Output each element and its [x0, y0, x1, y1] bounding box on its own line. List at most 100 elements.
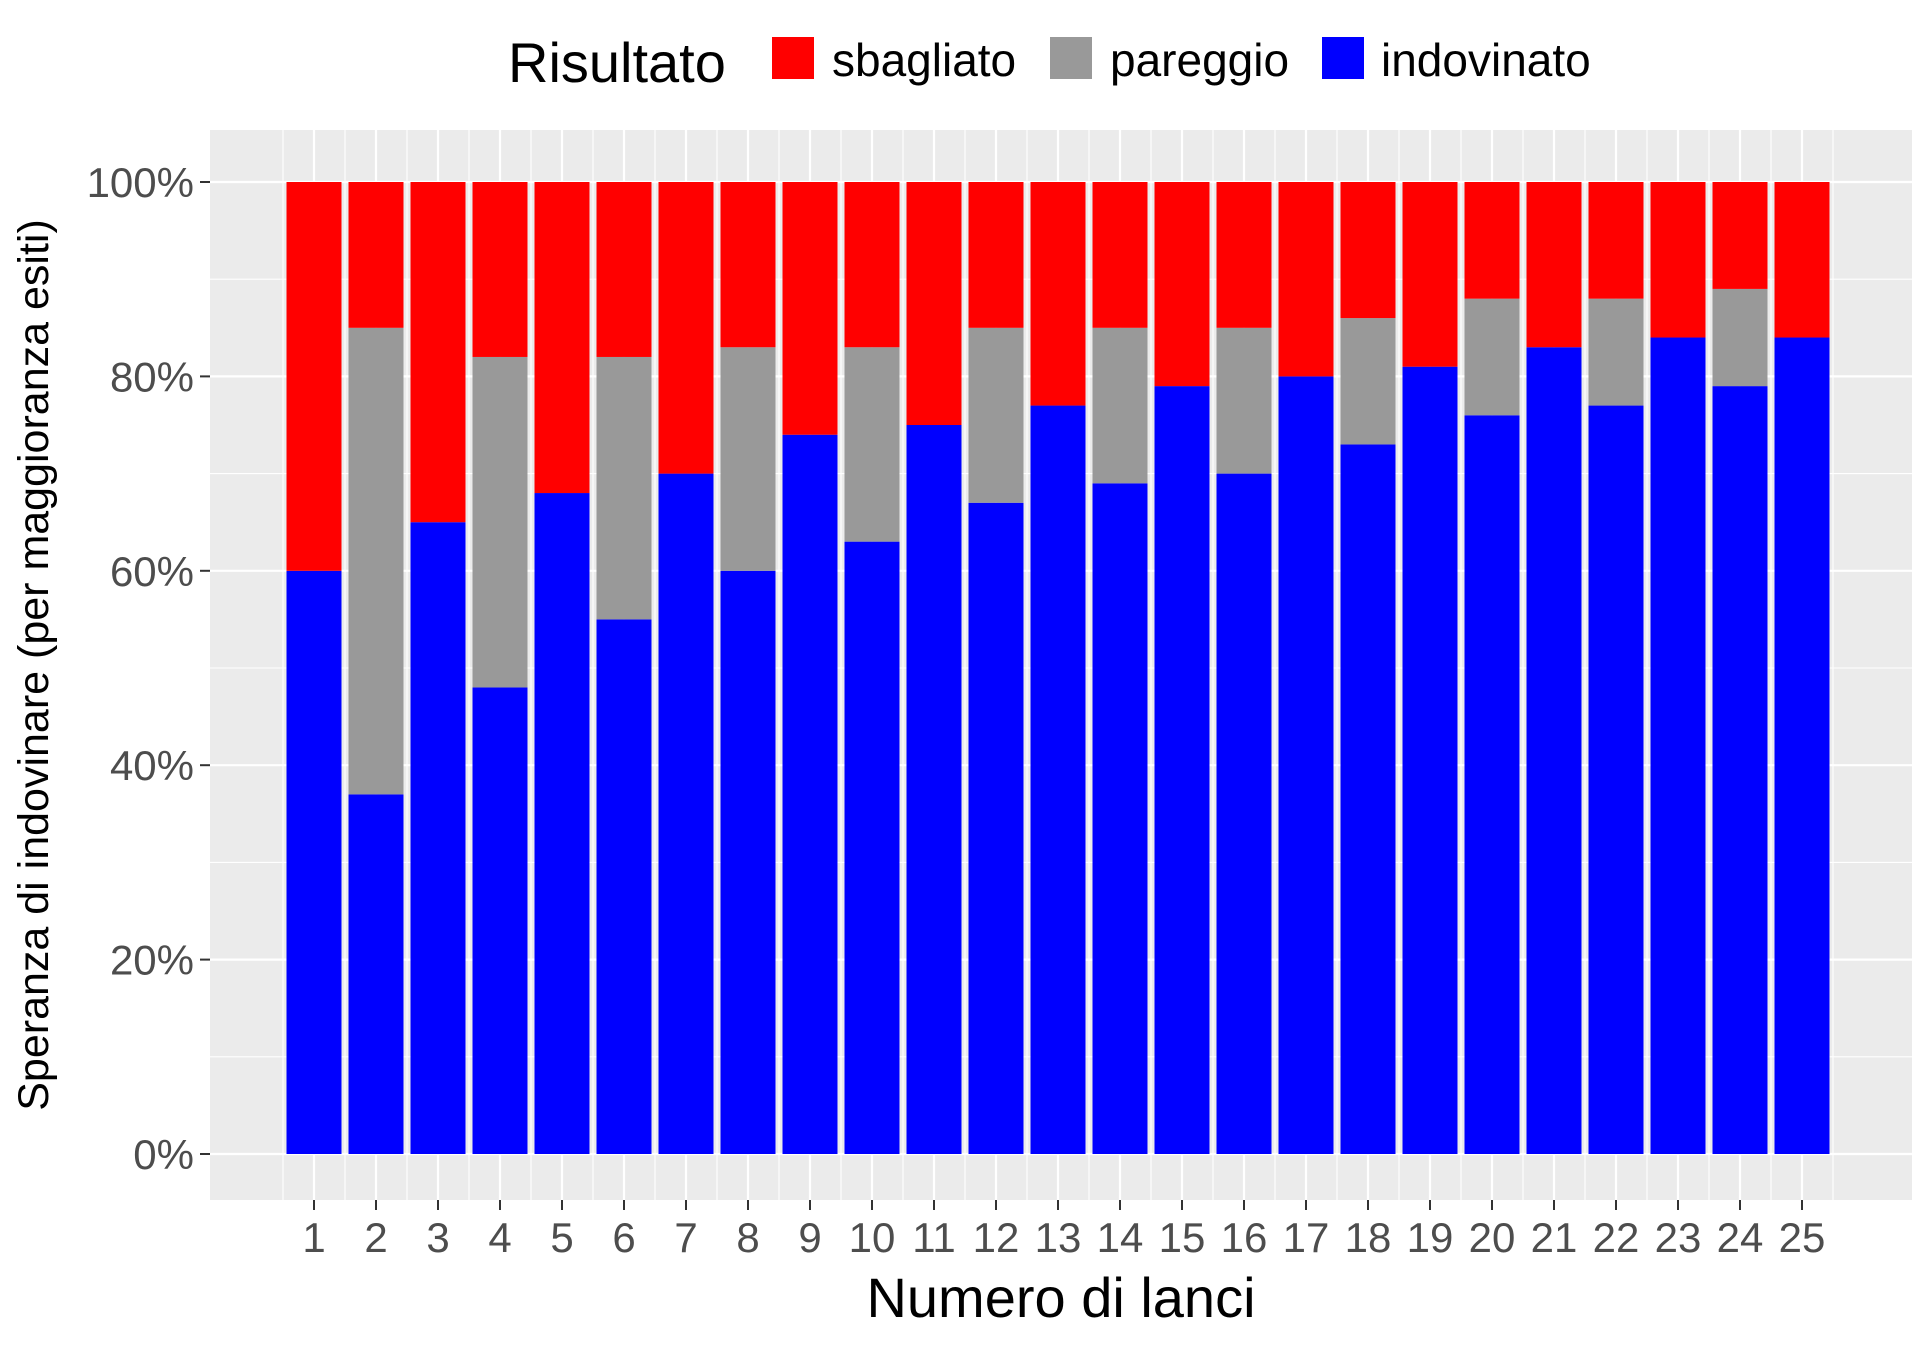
- y-tick-label: 40%: [110, 742, 194, 789]
- bar-sbagliato-12: [968, 182, 1024, 328]
- legend-title: Risultato: [508, 31, 726, 94]
- x-tick-label: 17: [1283, 1214, 1330, 1261]
- bar-indovinato-13: [1030, 405, 1086, 1154]
- bar-sbagliato-8: [720, 182, 776, 348]
- bar-indovinato-19: [1402, 366, 1458, 1154]
- bar-pareggio-12: [968, 327, 1024, 503]
- bar-indovinato-14: [1092, 483, 1148, 1154]
- legend-key-pareggio: [1050, 37, 1092, 79]
- bar-pareggio-18: [1340, 318, 1396, 445]
- x-tick-label: 19: [1407, 1214, 1454, 1261]
- x-tick-label: 15: [1159, 1214, 1206, 1261]
- bar-indovinato-7: [658, 473, 714, 1155]
- bar-indovinato-20: [1464, 415, 1520, 1154]
- bar-indovinato-8: [720, 570, 776, 1154]
- bar-sbagliato-9: [782, 182, 838, 435]
- bar-sbagliato-7: [658, 182, 714, 474]
- legend-key-indovinato: [1322, 37, 1364, 79]
- y-axis: 0% 20% 40% 60% 80% 100%: [87, 159, 210, 1178]
- bar-indovinato-12: [968, 502, 1024, 1154]
- bar-indovinato-5: [534, 493, 590, 1154]
- bar-sbagliato-3: [410, 182, 466, 523]
- x-tick-label: 4: [488, 1214, 511, 1261]
- bar-indovinato-25: [1774, 337, 1830, 1154]
- bar-sbagliato-22: [1588, 182, 1644, 299]
- bar-indovinato-23: [1650, 337, 1706, 1154]
- bar-pareggio-2: [348, 327, 404, 795]
- bar-sbagliato-20: [1464, 182, 1520, 299]
- bar-sbagliato-4: [472, 182, 528, 357]
- x-tick-label: 3: [426, 1214, 449, 1261]
- legend-label-indovinato: indovinato: [1381, 34, 1591, 86]
- x-axis: 1 2 3 4 5 6 7 8 9 10 11 12 13 14 15 16 17 18 19 20 21 22 23 24 2…: [302, 1200, 1825, 1261]
- x-tick-label: 20: [1469, 1214, 1516, 1261]
- bar-sbagliato-6: [596, 182, 652, 357]
- bar-pareggio-20: [1464, 298, 1520, 416]
- x-tick-label: 16: [1221, 1214, 1268, 1261]
- bar-indovinato-3: [410, 522, 466, 1154]
- legend-key-sbagliato: [772, 37, 814, 79]
- y-axis-title: Speranza di indovinare (per maggioranza …: [10, 219, 58, 1111]
- bar-pareggio-24: [1712, 288, 1768, 387]
- bar-sbagliato-2: [348, 182, 404, 328]
- bar-sbagliato-15: [1154, 182, 1210, 387]
- bar-indovinato-24: [1712, 386, 1768, 1154]
- bar-sbagliato-24: [1712, 182, 1768, 289]
- x-tick-label: 11: [912, 1214, 956, 1261]
- bar-indovinato-2: [348, 794, 404, 1154]
- bar-sbagliato-14: [1092, 182, 1148, 328]
- bar-indovinato-1: [286, 570, 342, 1154]
- bar-sbagliato-21: [1526, 182, 1582, 348]
- legend: Risultato sbagliato pareggio indovinato: [508, 31, 1591, 94]
- bar-pareggio-10: [844, 347, 900, 542]
- x-tick-label: 24: [1717, 1214, 1764, 1261]
- x-tick-label: 22: [1593, 1214, 1640, 1261]
- bar-indovinato-4: [472, 687, 528, 1154]
- x-tick-label: 14: [1097, 1214, 1144, 1261]
- y-tick-label: 80%: [110, 353, 194, 400]
- x-tick-label: 18: [1345, 1214, 1392, 1261]
- x-tick-label: 9: [798, 1214, 821, 1261]
- legend-label-pareggio: pareggio: [1110, 34, 1289, 86]
- bar-pareggio-8: [720, 347, 776, 571]
- bar-indovinato-11: [906, 425, 962, 1154]
- bar-sbagliato-10: [844, 182, 900, 348]
- bar-indovinato-21: [1526, 347, 1582, 1154]
- x-tick-label: 10: [849, 1214, 896, 1261]
- bar-pareggio-16: [1216, 327, 1272, 474]
- legend-label-sbagliato: sbagliato: [832, 34, 1016, 86]
- x-tick-label: 6: [612, 1214, 635, 1261]
- bar-sbagliato-25: [1774, 182, 1830, 338]
- y-tick-label: 0%: [133, 1131, 194, 1178]
- bar-pareggio-22: [1588, 298, 1644, 406]
- bar-indovinato-10: [844, 541, 900, 1154]
- bar-indovinato-17: [1278, 376, 1334, 1154]
- x-tick-label: 8: [736, 1214, 759, 1261]
- bar-indovinato-15: [1154, 386, 1210, 1154]
- x-tick-label: 1: [302, 1214, 325, 1261]
- x-tick-label: 25: [1779, 1214, 1826, 1261]
- x-tick-label: 23: [1655, 1214, 1702, 1261]
- bar-pareggio-4: [472, 356, 528, 688]
- bar-sbagliato-13: [1030, 182, 1086, 406]
- bar-sbagliato-5: [534, 182, 590, 494]
- bar-sbagliato-16: [1216, 182, 1272, 328]
- bar-pareggio-14: [1092, 327, 1148, 484]
- bar-indovinato-9: [782, 434, 838, 1155]
- y-tick-label: 60%: [110, 548, 194, 595]
- bar-indovinato-18: [1340, 444, 1396, 1154]
- x-tick-label: 13: [1035, 1214, 1082, 1261]
- bars: [286, 182, 1830, 1155]
- x-axis-title: Numero di lanci: [866, 1266, 1255, 1329]
- bar-sbagliato-19: [1402, 182, 1458, 367]
- y-tick-label: 20%: [110, 937, 194, 984]
- x-tick-label: 7: [674, 1214, 697, 1261]
- x-tick-label: 2: [364, 1214, 387, 1261]
- bar-sbagliato-23: [1650, 182, 1706, 338]
- x-tick-label: 21: [1531, 1214, 1578, 1261]
- bar-sbagliato-11: [906, 182, 962, 425]
- bar-indovinato-6: [596, 619, 652, 1154]
- y-tick-label: 100%: [87, 159, 194, 206]
